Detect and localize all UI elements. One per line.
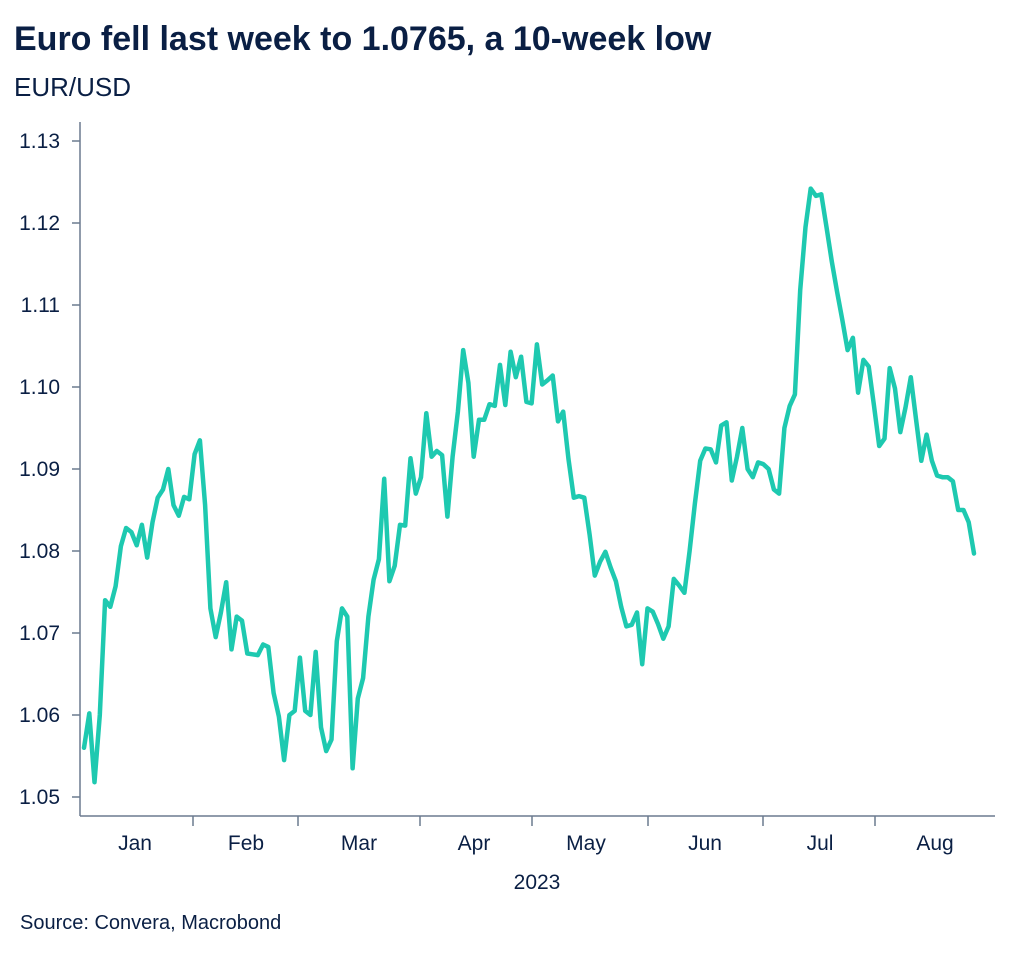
x-tick-label: Jun: [688, 832, 722, 855]
y-tick-label: 1.12: [19, 212, 60, 235]
y-tick-label: 1.13: [19, 130, 60, 153]
source-note: Source: Convera, Macrobond: [20, 912, 282, 934]
x-tick-label: Apr: [458, 832, 491, 855]
y-tick-label: 1.08: [19, 540, 60, 563]
x-tick-label: Jan: [118, 832, 152, 855]
x-tick-label: Feb: [228, 832, 264, 855]
y-tick-label: 1.05: [19, 786, 60, 809]
series-line-eur-usd: [81, 186, 977, 785]
x-axis-label: 2023: [514, 871, 561, 894]
x-tick-label: Jul: [807, 832, 834, 855]
x-tick-label: Aug: [916, 832, 953, 855]
y-tick-label: 1.10: [19, 376, 60, 399]
y-tick-label: 1.06: [19, 704, 60, 727]
x-tick-label: May: [566, 832, 606, 855]
y-tick-label: 1.07: [19, 622, 60, 645]
x-tick-label: Mar: [341, 832, 377, 855]
y-tick-label: 1.09: [19, 458, 60, 481]
y-tick-label: 1.11: [21, 294, 60, 317]
chart-title: Euro fell last week to 1.0765, a 10-week…: [14, 20, 712, 58]
chart-subtitle: EUR/USD: [14, 72, 132, 102]
